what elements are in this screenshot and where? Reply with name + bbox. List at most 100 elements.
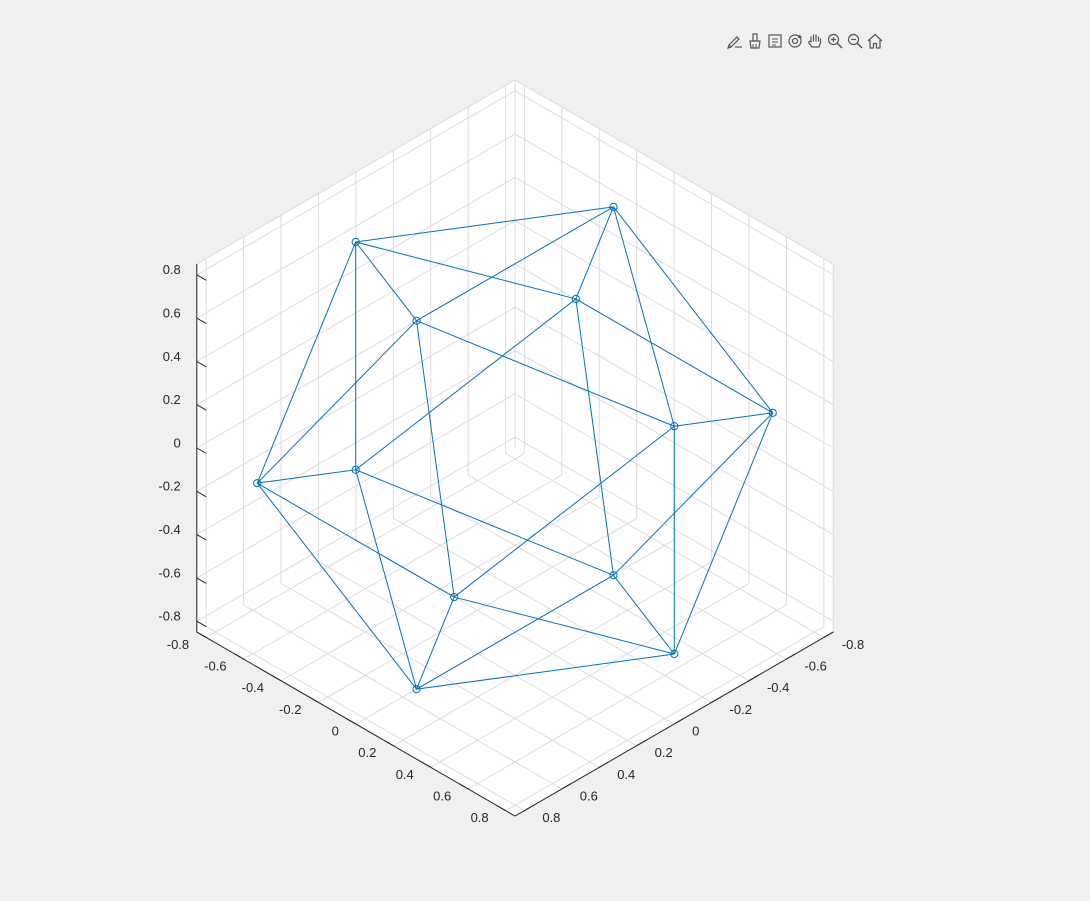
edge-line	[416, 206, 614, 322]
y-tick-label: 0.6	[580, 788, 598, 803]
z-tick-label: -0.4	[158, 522, 180, 537]
vertex-marker	[450, 592, 459, 602]
edge-line	[673, 412, 774, 655]
x-tick-label: 0.8	[471, 810, 489, 825]
edit-icon[interactable]	[726, 31, 744, 51]
z-tick-label: 0	[174, 435, 181, 450]
pan-hand-icon[interactable]	[806, 31, 824, 51]
y-tick-mark	[598, 761, 609, 768]
x-tick-mark	[196, 631, 207, 638]
grid-line-z-wall-y	[514, 176, 834, 362]
edge-line	[355, 298, 577, 471]
edge-line	[256, 482, 455, 598]
edge-line	[613, 206, 774, 414]
vertex-marker	[571, 294, 580, 304]
y-tick-label: -0.8	[842, 637, 864, 652]
z-tick-mark	[196, 317, 207, 325]
grid-line-y-floor	[505, 452, 825, 638]
edge-line	[416, 653, 675, 690]
vertex-marker	[351, 237, 360, 247]
vertex-marker	[670, 649, 679, 659]
edge-line	[613, 412, 774, 576]
z-tick-label: 0.6	[163, 306, 181, 321]
y-tick-mark	[561, 783, 572, 790]
vertex-marker	[253, 479, 262, 488]
edge-line	[355, 469, 418, 690]
edge-line	[355, 206, 614, 243]
vertex-marker	[768, 408, 777, 417]
data-tips-icon[interactable]	[766, 31, 784, 51]
vertex-marker	[412, 316, 421, 325]
grid-line-z-wall-y	[514, 220, 834, 406]
x-tick-label: 0.6	[433, 788, 451, 803]
home-icon[interactable]	[866, 31, 884, 51]
edge-line	[355, 241, 417, 322]
edge-line	[453, 425, 675, 598]
grid-line-z-wall-x	[196, 393, 516, 579]
edge-line	[257, 469, 356, 484]
edge-line	[416, 574, 614, 690]
edge-line	[575, 298, 614, 576]
edge-line	[355, 241, 576, 300]
rotate-3d-icon[interactable]	[786, 31, 804, 51]
edge-line	[613, 574, 675, 655]
x-tick-label: 0.4	[396, 767, 414, 782]
vertex-marker	[412, 685, 421, 694]
box-edge	[196, 79, 516, 265]
x-tick-mark	[495, 804, 506, 812]
z-tick-mark	[196, 490, 207, 498]
grid-line-z-wall-x	[196, 133, 516, 319]
x-tick-mark	[308, 696, 319, 703]
y-tick-mark	[636, 739, 647, 747]
y-tick-label: 0.8	[542, 810, 560, 825]
y-tick-label: 0.4	[617, 767, 635, 782]
x-tick-mark	[271, 674, 282, 682]
box-edge	[514, 79, 834, 265]
y-tick-mark	[524, 804, 535, 812]
grid-line-z-wall-x	[196, 90, 516, 276]
x-tick-label: 0.2	[358, 745, 376, 760]
y-tick-label: 0	[692, 723, 699, 738]
y-tick-mark	[823, 631, 834, 638]
z-tick-label: 0.8	[163, 262, 181, 277]
brush-icon[interactable]	[746, 31, 764, 51]
wireframe-edges	[256, 206, 774, 690]
vertex-marker	[609, 202, 618, 211]
tick-labels: -0.8 -0.6 -0.4 -0.2 0 0.2 0.4 0.6 0.8 -0.8 -0.6 -0.…	[158, 262, 864, 825]
z-tick-mark	[196, 274, 207, 281]
axis-lines	[196, 263, 834, 817]
grid-line-z-wall-y	[514, 306, 834, 492]
z-tick-label: -0.8	[158, 609, 180, 624]
z-tick-label: -0.6	[158, 565, 180, 580]
grid-line-z-wall-x	[196, 436, 516, 622]
x-tick-label: -0.2	[279, 702, 301, 717]
edge-line	[256, 320, 417, 484]
x-tick-label: -0.8	[167, 637, 189, 652]
grid-line-z-wall-y	[514, 133, 834, 319]
edge-line	[355, 469, 614, 576]
y-tick-mark	[786, 653, 797, 660]
x-tick-mark	[383, 739, 394, 747]
y-tick-label: -0.6	[804, 659, 826, 674]
zoom-out-icon[interactable]	[846, 31, 864, 51]
z-tick-label: 0.2	[163, 392, 181, 407]
x-tick-label: -0.6	[204, 659, 226, 674]
z-tick-mark	[196, 620, 207, 628]
x-tick-mark	[346, 718, 357, 725]
x-tick-mark	[233, 653, 244, 660]
y-tick-label: 0.2	[655, 745, 673, 760]
z-tick-mark	[196, 577, 207, 584]
zoom-in-icon[interactable]	[826, 31, 844, 51]
z-tick-label: 0.4	[163, 349, 181, 364]
z-tick-mark	[196, 404, 207, 411]
axes-toolbar	[726, 30, 884, 52]
grid-line-y-floor	[467, 474, 787, 660]
vertex-markers	[253, 202, 777, 694]
y-tick-mark	[748, 674, 759, 682]
vertex-marker	[609, 571, 618, 580]
y-tick-label: -0.2	[730, 702, 752, 717]
vertex-marker	[351, 465, 360, 474]
edge-line	[416, 596, 455, 690]
